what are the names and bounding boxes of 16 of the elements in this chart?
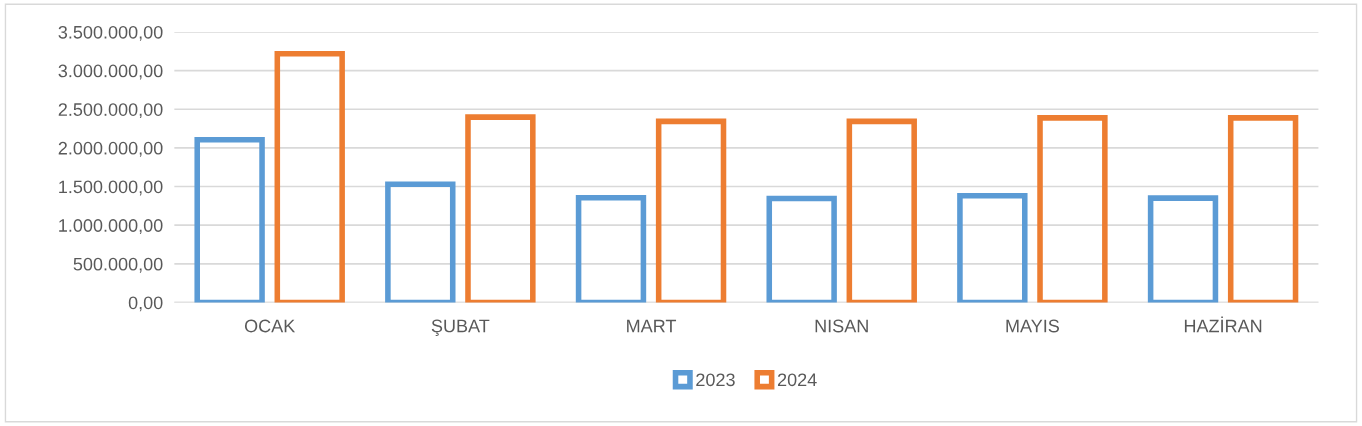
- y-tick-label: 1.500.000,00: [59, 180, 163, 196]
- x-tick-label: MART: [627, 319, 677, 333]
- y-tick-label: 0,00: [128, 296, 163, 312]
- y-tick-label: 500.000,00: [73, 257, 163, 273]
- y-tick-label: 2.000.000,00: [58, 141, 163, 157]
- legend-label: 2024: [777, 373, 817, 387]
- x-tick-label: OCAK: [244, 319, 296, 333]
- x-tick-label: HAZİRAN: [1184, 316, 1262, 333]
- legend-label: 2023: [696, 373, 735, 387]
- x-tick-label: MAYIS: [1006, 319, 1059, 333]
- y-tick-label: 3.000.000,00: [58, 64, 163, 80]
- y-tick-label: 3.500.000,00: [58, 25, 163, 41]
- y-tick-label: 1.000.000,00: [59, 219, 163, 235]
- y-tick-label: 2.500.000,00: [58, 103, 163, 119]
- x-tick-label: ŞUBAT: [431, 319, 490, 336]
- x-tick-label: NISAN: [815, 319, 868, 333]
